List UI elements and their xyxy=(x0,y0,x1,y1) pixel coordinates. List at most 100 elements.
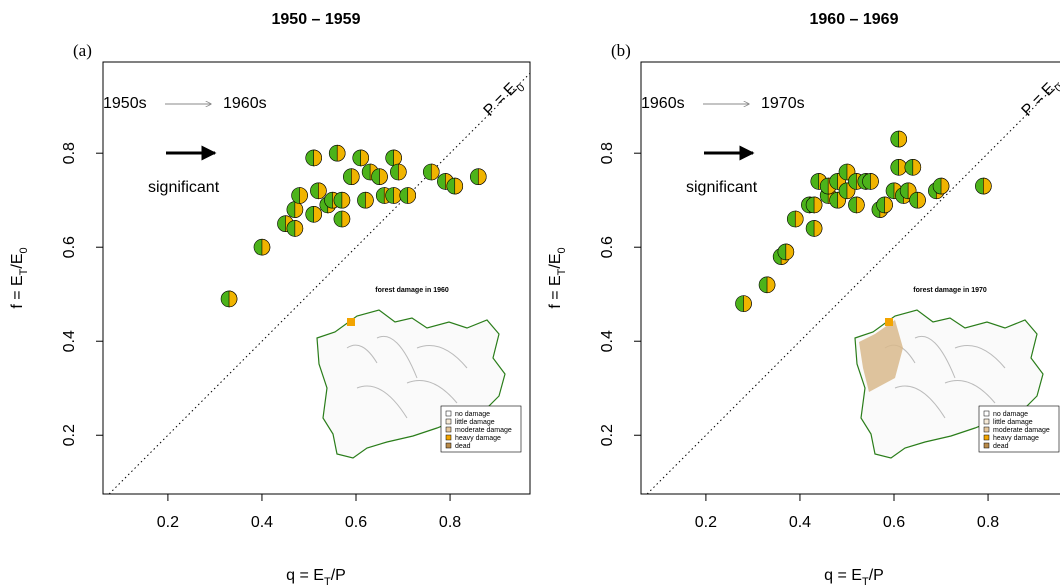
pie-marker xyxy=(305,149,322,167)
x-tick-label: 0.4 xyxy=(789,514,811,531)
pie-slice xyxy=(983,177,992,195)
district-line xyxy=(914,336,956,379)
damage-area xyxy=(885,318,893,326)
inset-title: forest damage in 1960 xyxy=(375,287,449,294)
axis-label: q = ET/P xyxy=(286,567,346,588)
to-label: 1960s xyxy=(223,95,267,112)
inset-legend-label: no damage xyxy=(993,411,1028,418)
diagonal xyxy=(108,72,531,495)
pie-slice xyxy=(912,158,922,176)
pie-slice xyxy=(430,163,440,181)
label-part: /P xyxy=(869,567,884,584)
pie-slice xyxy=(407,187,416,204)
pie-marker xyxy=(286,201,304,218)
x-tick-label: 0.4 xyxy=(251,514,273,531)
y-tick-label: 0.6 xyxy=(61,236,78,258)
inset-legend-label: heavy damage xyxy=(993,435,1039,442)
inset-legend-box xyxy=(978,405,1060,453)
pie-slice xyxy=(477,168,487,185)
pie-slice xyxy=(341,191,351,209)
pie-slice xyxy=(299,187,308,204)
pie-marker xyxy=(890,158,908,176)
pie-marker xyxy=(286,220,304,237)
pie-marker xyxy=(333,191,351,209)
inset-legend-label: no damage xyxy=(455,411,490,418)
x-tick-label: 0.6 xyxy=(883,514,905,531)
label-part: T xyxy=(324,576,331,588)
y-tick-label: 0.8 xyxy=(599,142,616,164)
inset-legend-label: dead xyxy=(993,443,1009,450)
inset-legend-swatch xyxy=(445,426,452,433)
pie-marker xyxy=(890,130,908,148)
pie-slice xyxy=(794,210,804,228)
pie-slice xyxy=(313,149,322,167)
pie-slice xyxy=(393,149,402,167)
inset-legend-label: moderate damage xyxy=(993,427,1050,434)
pie-marker xyxy=(305,206,322,223)
axis-label: f = ET/E0 xyxy=(547,247,568,308)
pie-marker xyxy=(735,295,752,312)
pie-slice xyxy=(766,276,776,294)
pie-marker xyxy=(310,182,327,200)
pie-slice xyxy=(454,177,463,195)
inset-legend-swatch xyxy=(983,410,990,417)
label-part: 0 xyxy=(1053,82,1060,95)
pie-marker xyxy=(805,196,823,214)
pie-marker xyxy=(909,191,926,209)
pie-slice xyxy=(917,191,926,209)
inset-legend-label: little damage xyxy=(455,419,495,426)
pie-marker xyxy=(371,168,388,185)
x-tick-label: 0.6 xyxy=(345,514,367,531)
significant-label: significant xyxy=(686,179,758,196)
pie-slice xyxy=(898,130,907,148)
district-line xyxy=(416,345,468,369)
plot-frame xyxy=(102,61,531,495)
pie-marker xyxy=(342,168,360,185)
y-tick-label: 0.8 xyxy=(61,142,78,164)
pie-slice xyxy=(940,177,950,195)
pie-marker xyxy=(786,210,804,228)
inset-legend-label: little damage xyxy=(993,419,1033,426)
diagonal xyxy=(646,80,1060,495)
pie-marker xyxy=(357,191,374,209)
pie-slice xyxy=(870,173,879,190)
from-label: 1950s xyxy=(103,95,147,112)
to-label: 1970s xyxy=(761,95,805,112)
inset-legend-swatch xyxy=(983,418,990,425)
axis-label: f = ET/E0 xyxy=(9,247,30,308)
pie-marker xyxy=(848,196,865,214)
pie-marker xyxy=(758,276,776,294)
inset-legend-swatch xyxy=(983,426,990,433)
y-tick-label: 0.4 xyxy=(599,330,616,352)
label-part: f = E xyxy=(9,275,26,308)
pie-marker xyxy=(399,187,417,204)
label-part: /P xyxy=(331,567,346,584)
inset-legend-swatch xyxy=(983,434,990,441)
from-label: 1960s xyxy=(641,95,685,112)
pie-slice xyxy=(379,168,388,185)
pie-marker xyxy=(876,196,893,214)
pie-slice xyxy=(813,220,823,237)
pie-marker xyxy=(385,149,402,167)
label-part: f = E xyxy=(547,275,564,308)
pie-slice xyxy=(313,206,322,223)
label-part: /E xyxy=(9,253,26,268)
pie-marker xyxy=(805,220,823,237)
label-part: 0 xyxy=(556,247,568,253)
axis-label: P = E0 xyxy=(1019,76,1060,123)
inset-legend-box xyxy=(440,405,522,453)
significant-label: significant xyxy=(148,179,220,196)
inset-legend-label: dead xyxy=(455,443,471,450)
x-tick-label: 0.2 xyxy=(157,514,179,531)
inset-map xyxy=(854,309,1044,459)
y-tick-label: 0.2 xyxy=(61,424,78,446)
pie-marker xyxy=(390,163,407,181)
pie-slice xyxy=(294,201,304,218)
pie-marker xyxy=(777,243,795,261)
district-line xyxy=(894,385,946,419)
label-part: /E xyxy=(547,253,564,268)
inset-legend-label: moderate damage xyxy=(455,427,512,434)
